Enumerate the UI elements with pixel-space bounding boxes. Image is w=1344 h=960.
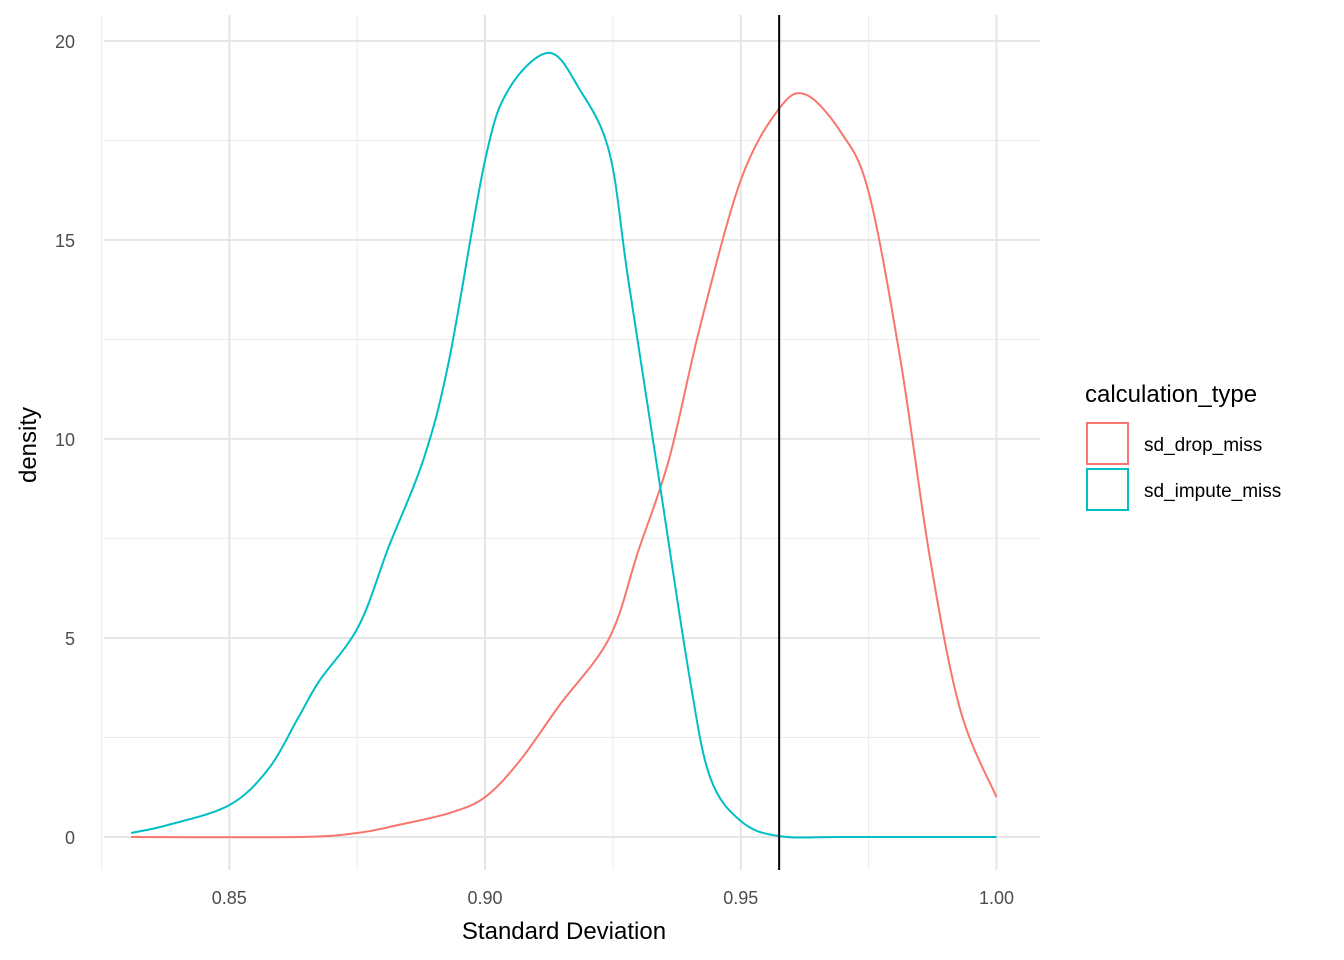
- series-lines: [130, 51, 998, 839]
- x-tick-label: 1.00: [979, 888, 1014, 908]
- y-tick-label: 20: [55, 32, 75, 52]
- y-axis-title: density: [15, 407, 42, 483]
- y-tick-label: 5: [65, 629, 75, 649]
- x-tick-label: 0.95: [723, 888, 758, 908]
- density-line-sd-impute-miss: [130, 51, 997, 839]
- y-tick-label: 15: [55, 231, 75, 251]
- grid: [100, 15, 1040, 870]
- legend-label-sd-impute-miss: sd_impute_miss: [1144, 481, 1281, 502]
- legend-key-sd-drop-miss: [1086, 422, 1129, 465]
- x-tick-label: 0.85: [212, 888, 247, 908]
- y-tick-label: 0: [65, 828, 75, 848]
- legend-key-sd-impute-miss: [1086, 468, 1129, 511]
- y-tick-label: 10: [55, 430, 75, 450]
- density-line-sd-drop-miss: [131, 92, 998, 839]
- legend-label-sd-drop-miss: sd_drop_miss: [1144, 435, 1262, 456]
- legend-title: calculation_type: [1085, 381, 1257, 408]
- x-tick-label: 0.90: [468, 888, 503, 908]
- x-axis-title: Standard Deviation: [462, 918, 666, 945]
- y-axis-ticks: 0 5 10 15 20: [55, 32, 75, 848]
- x-axis-ticks: 0.85 0.90 0.95 1.00: [212, 888, 1014, 908]
- legend: calculation_type sd_drop_miss sd_impute_…: [1085, 381, 1281, 511]
